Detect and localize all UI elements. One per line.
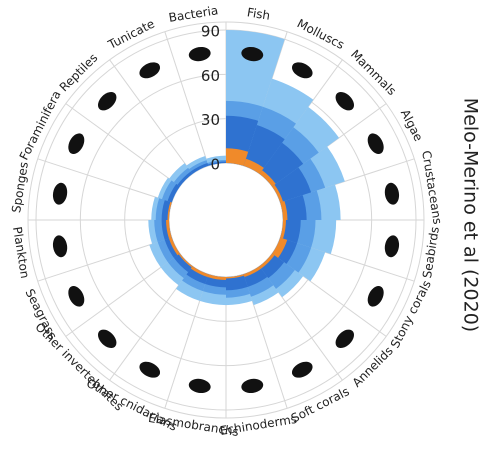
bar	[207, 161, 226, 166]
category-label: Annelids	[350, 344, 396, 390]
bar	[243, 125, 285, 174]
bar	[161, 200, 172, 220]
bar	[259, 142, 304, 187]
bar	[173, 253, 193, 273]
bar	[226, 274, 248, 291]
y-tick-label: 60	[201, 67, 220, 85]
bar	[167, 201, 172, 220]
y-tick-label: 30	[201, 111, 220, 129]
bar	[226, 148, 249, 166]
category-label: Sponges	[9, 161, 31, 214]
bar	[259, 170, 276, 187]
category-icon	[291, 62, 313, 79]
bar	[173, 167, 193, 187]
category-icon	[139, 62, 161, 79]
bar	[190, 162, 209, 174]
bar	[168, 237, 180, 256]
spoke	[243, 274, 288, 409]
category-icon	[68, 285, 85, 307]
bar	[166, 220, 172, 239]
y-tick-label: 0	[210, 156, 220, 174]
category-label: Algae	[398, 107, 426, 144]
category-label: Molluscs	[295, 16, 347, 52]
bar	[177, 171, 193, 187]
category-icon	[241, 46, 264, 62]
bar	[259, 253, 285, 279]
bar	[243, 158, 264, 174]
spoke	[109, 59, 193, 175]
category-label: Crustaceans	[419, 150, 444, 226]
category-label: Tunicate	[105, 17, 157, 53]
category-label: Mammals	[348, 47, 399, 98]
bar	[272, 237, 288, 258]
spoke	[164, 31, 209, 166]
bar	[178, 253, 193, 268]
category-icon	[291, 361, 313, 378]
spoke	[65, 103, 181, 187]
bar	[272, 167, 312, 203]
bar	[243, 266, 262, 278]
spoke	[37, 158, 172, 203]
category-icon	[97, 91, 117, 111]
bar	[190, 266, 209, 278]
bar	[167, 253, 193, 279]
bar	[207, 274, 226, 280]
category-label: Fish	[246, 5, 271, 22]
category-icon	[367, 285, 384, 307]
category-icon	[139, 361, 161, 378]
bar	[226, 274, 245, 279]
bar	[186, 266, 209, 285]
source-note: Melo-Merino et al (2020)	[460, 98, 482, 332]
category-icon	[52, 235, 68, 258]
bar	[167, 183, 180, 203]
category-icon	[335, 329, 355, 349]
bar	[280, 201, 288, 220]
y-tick-label: 90	[201, 23, 220, 41]
category-icon	[384, 235, 400, 258]
category-icon	[241, 378, 264, 394]
bar	[243, 266, 268, 287]
category-icon	[367, 133, 384, 155]
category-icon	[335, 91, 355, 111]
grid-circle	[168, 162, 284, 278]
category-icon	[188, 378, 211, 394]
category-icon	[52, 182, 68, 205]
bar	[280, 220, 286, 239]
category-icon	[97, 329, 117, 349]
category-icon	[188, 46, 211, 62]
category-icon	[68, 133, 85, 155]
bar	[259, 253, 275, 269]
category-icon	[384, 182, 400, 205]
bar	[272, 184, 284, 203]
category-label: Stony corals	[388, 278, 434, 350]
